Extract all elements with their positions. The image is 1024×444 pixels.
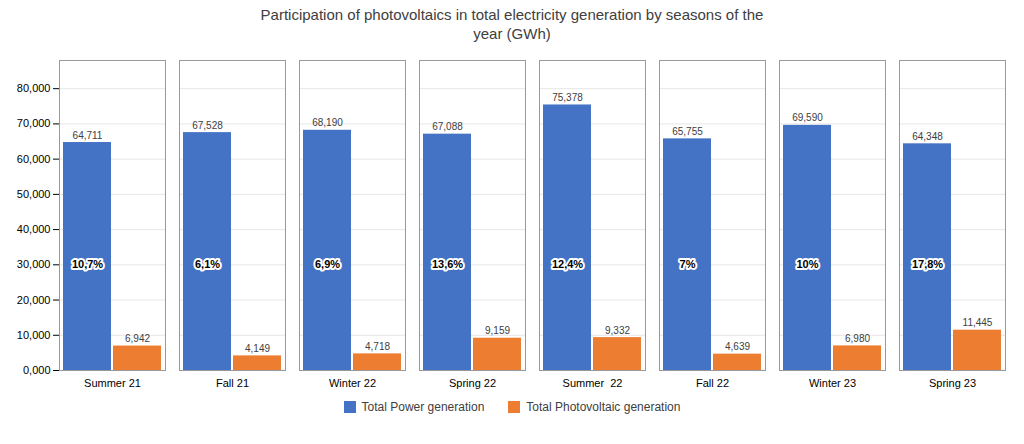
svg-text:0,000: 0,000 [23, 364, 51, 376]
html-text:Total Photovoltaic generation: Total Photovoltaic generation [526, 399, 681, 414]
svg-text:64,711: 64,711 [73, 129, 103, 140]
svg-text:6,980: 6,980 [845, 332, 870, 343]
svg-text:12,4%: 12,4% [552, 258, 583, 270]
html-text:Participation of photovoltaics: Participation of photovoltaics in total … [260, 6, 764, 42]
svg-text:13,6%: 13,6% [432, 258, 463, 270]
svg-text:4,149: 4,149 [245, 342, 270, 353]
svg-text:Winter 23: Winter 23 [809, 377, 856, 389]
svg-text:69,590: 69,590 [792, 112, 823, 123]
svg-text:Fall 22: Fall 22 [696, 377, 729, 389]
svg-text:6,9%: 6,9% [315, 258, 340, 270]
svg-text:64,348: 64,348 [912, 130, 943, 141]
svg-text:7%: 7% [680, 258, 696, 270]
svg-text:40,000: 40,000 [17, 223, 51, 235]
svg-text:4,718: 4,718 [365, 340, 390, 351]
svg-text:60,000: 60,000 [17, 152, 51, 164]
svg-text:70,000: 70,000 [17, 117, 51, 129]
html-text:Total Power generation: Total Power generation [361, 399, 485, 414]
svg-text:17,8%: 17,8% [912, 258, 943, 270]
svg-text:Winter 22: Winter 22 [329, 377, 376, 389]
svg-text:65,755: 65,755 [672, 125, 703, 136]
svg-text:75,378: 75,378 [552, 91, 583, 102]
svg-text:6,942: 6,942 [125, 333, 150, 344]
svg-text:Summer 22: Summer 22 [563, 377, 623, 389]
svg-text:67,528: 67,528 [192, 119, 223, 130]
svg-text:4,639: 4,639 [725, 341, 750, 352]
svg-text:Spring 23: Spring 23 [929, 377, 976, 389]
svg-text:10%: 10% [796, 258, 818, 270]
svg-text:10,7%: 10,7% [72, 258, 103, 270]
svg-text:Spring 22: Spring 22 [449, 377, 496, 389]
svg-text:67,088: 67,088 [432, 121, 463, 132]
svg-text:9,332: 9,332 [605, 324, 630, 335]
svg-text:6,1%: 6,1% [195, 258, 220, 270]
svg-text:Fall 21: Fall 21 [216, 377, 249, 389]
svg-text:30,000: 30,000 [17, 258, 51, 270]
svg-text:Summer 21: Summer 21 [84, 377, 141, 389]
svg-text:68,190: 68,190 [312, 117, 343, 128]
svg-text:50,000: 50,000 [17, 187, 51, 199]
svg-text:10,000: 10,000 [17, 328, 51, 340]
svg-text:80,000: 80,000 [17, 82, 51, 94]
svg-text:20,000: 20,000 [17, 293, 51, 305]
svg-text:9,159: 9,159 [485, 325, 510, 336]
svg-text:11,445: 11,445 [963, 317, 993, 328]
